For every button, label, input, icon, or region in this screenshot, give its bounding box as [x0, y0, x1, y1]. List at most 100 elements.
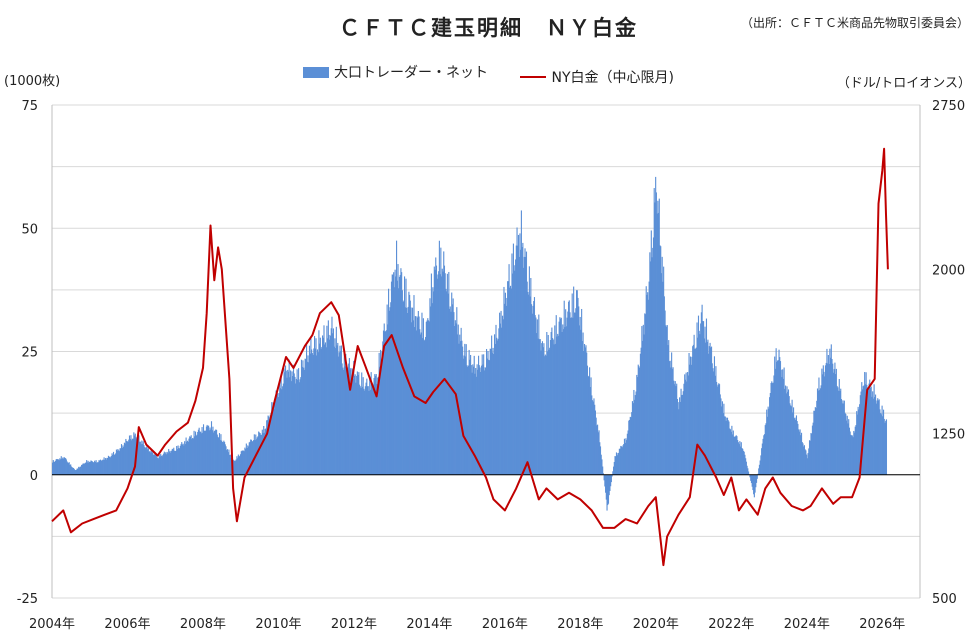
- net-bar: [142, 441, 144, 475]
- net-bar: [704, 326, 706, 475]
- net-bar: [499, 312, 501, 475]
- net-bar: [771, 381, 773, 475]
- net-bar: [705, 318, 708, 475]
- net-bar: [674, 381, 676, 475]
- net-bar: [594, 404, 596, 475]
- net-bar: [848, 419, 850, 475]
- net-bar: [287, 369, 289, 475]
- net-bar: [374, 375, 377, 475]
- net-bar: [856, 411, 858, 475]
- net-bar: [511, 253, 513, 475]
- net-bar: [398, 288, 400, 475]
- net-bar: [825, 362, 827, 475]
- net-bar: [351, 368, 353, 475]
- net-bar: [643, 334, 645, 475]
- net-bar: [586, 365, 589, 475]
- net-bar: [301, 366, 303, 475]
- net-bar: [758, 464, 761, 475]
- net-bar: [414, 316, 417, 475]
- net-bar: [52, 462, 54, 475]
- net-bar: [170, 452, 172, 475]
- net-bar: [257, 436, 259, 475]
- net-bar: [850, 434, 852, 475]
- net-bar: [460, 327, 462, 475]
- net-bar: [90, 460, 92, 475]
- net-bar: [433, 291, 435, 475]
- net-bar: [639, 367, 641, 475]
- net-bar: [623, 438, 626, 475]
- net-bar: [568, 301, 570, 475]
- net-bar: [797, 423, 799, 475]
- net-bar: [393, 287, 395, 475]
- net-bar: [709, 342, 711, 475]
- net-bar: [162, 454, 164, 475]
- net-bar: [488, 360, 491, 475]
- net-bar: [52, 460, 54, 475]
- net-bar: [462, 346, 464, 475]
- net-bar: [94, 460, 96, 475]
- net-bar: [489, 348, 491, 475]
- net-bar: [497, 338, 499, 475]
- net-bar: [78, 467, 80, 475]
- net-bar: [300, 359, 303, 475]
- net-bar: [562, 329, 565, 475]
- net-bar: [740, 442, 742, 475]
- net-bar: [115, 453, 117, 475]
- net-bar: [670, 367, 672, 475]
- net-bar: [787, 391, 789, 475]
- net-bar: [517, 245, 519, 475]
- net-bar: [703, 321, 705, 475]
- net-bar: [831, 358, 833, 475]
- net-bar: [86, 462, 88, 475]
- net-bar: [120, 444, 123, 475]
- net-bar: [884, 422, 886, 475]
- net-bar: [73, 469, 75, 475]
- net-bar: [524, 248, 526, 475]
- net-bar: [321, 346, 323, 475]
- net-bar: [616, 455, 618, 475]
- net-bar: [504, 292, 506, 475]
- net-bar: [289, 377, 291, 475]
- net-bar: [379, 366, 381, 475]
- net-bar: [675, 386, 677, 475]
- net-bar: [176, 449, 178, 475]
- net-bar: [550, 332, 552, 475]
- net-bar: [124, 443, 126, 475]
- net-bar: [184, 444, 186, 475]
- net-bar: [380, 359, 382, 475]
- net-bar: [108, 456, 110, 475]
- net-bar: [605, 474, 607, 500]
- net-bar: [655, 176, 657, 475]
- net-bar: [119, 448, 121, 475]
- net-bar: [133, 432, 135, 475]
- net-bar: [599, 442, 601, 475]
- net-bar: [732, 434, 734, 475]
- net-bar: [225, 446, 227, 475]
- net-bar: [354, 374, 356, 475]
- net-bar: [835, 368, 837, 475]
- net-bar: [872, 391, 874, 475]
- net-bar: [448, 308, 451, 475]
- net-bar: [482, 364, 484, 475]
- net-bar: [200, 431, 202, 475]
- net-bar: [213, 432, 215, 475]
- net-bar: [102, 459, 104, 475]
- net-bar: [311, 353, 313, 475]
- net-bar: [449, 306, 451, 475]
- net-bar: [207, 426, 209, 475]
- net-bar: [549, 340, 551, 475]
- net-bar: [587, 375, 589, 475]
- net-bar: [205, 426, 207, 475]
- net-bar: [543, 343, 545, 475]
- net-bar: [309, 353, 311, 475]
- net-bar: [101, 461, 103, 475]
- net-bar: [509, 285, 512, 475]
- net-bar: [681, 394, 684, 475]
- net-bar: [279, 388, 282, 475]
- net-bar: [454, 325, 456, 475]
- net-bar: [273, 409, 275, 475]
- net-bar: [291, 371, 293, 475]
- net-bar: [554, 325, 556, 475]
- net-bar: [805, 450, 807, 475]
- net-bar: [180, 444, 182, 475]
